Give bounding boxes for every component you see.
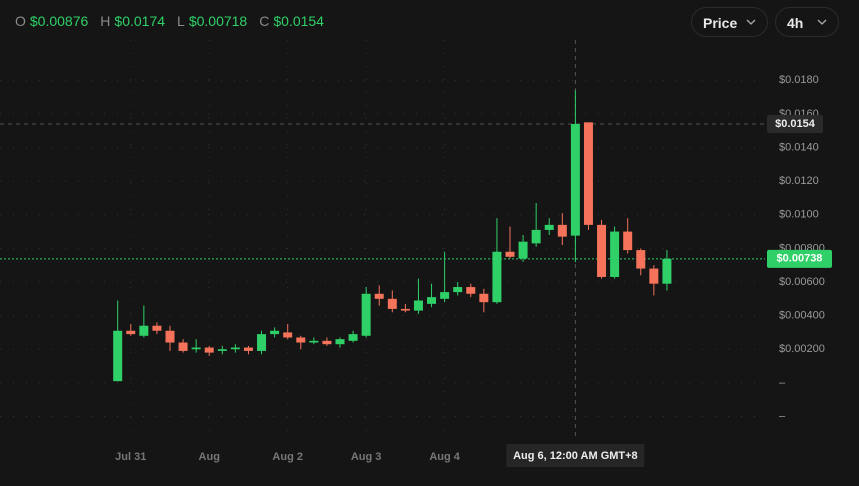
crosshair-price-badge: $0.0154 (767, 115, 823, 134)
chevron (817, 19, 827, 25)
candle-body (400, 308, 410, 311)
candle-body (531, 229, 541, 244)
candle-body (610, 231, 620, 277)
candle-body (466, 287, 476, 294)
candle-body (243, 347, 253, 351)
candle-body (505, 251, 515, 257)
candle-body (283, 332, 293, 338)
candle-body (217, 349, 227, 351)
candle-body (413, 300, 423, 311)
candle-body (583, 122, 593, 225)
candle-body (492, 251, 502, 303)
badge-label: $0.00738 (777, 253, 823, 265)
y-tick-label: $0.0140 (779, 141, 819, 153)
candle-body (557, 224, 567, 237)
candle-body (623, 231, 633, 251)
y-tick-label: $0.00200 (779, 343, 825, 355)
y-tick-label: $0.00400 (779, 310, 825, 322)
candle-body (322, 340, 332, 345)
candle-body (636, 250, 646, 269)
candle-body (204, 347, 214, 353)
ohlc-value: $0.0154 (273, 13, 324, 29)
badge-bg (767, 249, 832, 268)
ohlc-label: O (15, 13, 26, 29)
candle-body (126, 330, 136, 335)
x-tick-label: Aug 4 (429, 451, 460, 463)
candle-body (113, 330, 123, 382)
last-price-badge: $0.00738 (767, 249, 832, 268)
candle-body (270, 330, 280, 335)
crosshair-time-badge: Aug 6, 12:00 AM GMT+8 (506, 444, 645, 467)
candle-body (230, 347, 240, 350)
ohlc-value: $0.00718 (188, 13, 248, 29)
y-tick-label: $0.00600 (779, 276, 825, 288)
candle-body (662, 258, 672, 284)
candle-body (152, 325, 162, 331)
candle-body (440, 292, 450, 299)
ohlc-label: L (177, 13, 185, 29)
candle-body (165, 330, 175, 343)
candle-body (309, 340, 319, 343)
candle-body (597, 224, 607, 277)
y-tick-label: $0.0120 (779, 175, 819, 187)
candle-body (348, 334, 358, 341)
x-tick-label: Aug 2 (272, 451, 303, 463)
candle-body (518, 241, 528, 259)
candle-body (296, 337, 306, 343)
candle-body (479, 293, 489, 303)
y-tick-label: – (779, 377, 786, 389)
candle-body (387, 298, 397, 309)
chevron (746, 19, 756, 25)
x-tick-label: Jul 31 (115, 451, 146, 463)
candle-body (191, 347, 201, 350)
candle-body (257, 334, 267, 351)
dropdown-label: Price (703, 15, 738, 31)
ohlc-label: C (259, 13, 270, 29)
candle-body (570, 124, 580, 236)
candle-body (427, 297, 437, 304)
ohlc-value: $0.0174 (114, 13, 166, 29)
x-tick-label: Aug (199, 451, 220, 463)
candle-body (649, 268, 659, 284)
interval-dropdown[interactable]: 4h (775, 7, 839, 37)
dropdown-label: 4h (787, 15, 804, 31)
y-tick-label: – (779, 410, 786, 422)
y-tick-label: $0.0100 (779, 209, 819, 221)
badge-label: $0.0154 (775, 118, 816, 130)
badge-bg (506, 444, 645, 467)
ohlc-label: H (100, 13, 111, 29)
candle-body (361, 293, 371, 336)
candle-body (335, 339, 345, 345)
candle-body (178, 342, 188, 351)
price-dropdown[interactable]: Price (691, 7, 768, 37)
ohlc-value: $0.00876 (29, 13, 89, 29)
candle-body (453, 287, 463, 293)
candle-body (374, 293, 384, 299)
y-tick-label: $0.0180 (779, 74, 819, 86)
x-tick-label: Aug 3 (351, 451, 382, 463)
candle-body (544, 224, 554, 230)
badge-label: Aug 6, 12:00 AM GMT+8 (513, 450, 638, 462)
candle-body (139, 325, 149, 336)
badge-bg (767, 115, 823, 134)
ohlc-header: O $0.00876 H $0.0174 L $0.00718 C $0.0154 (15, 13, 336, 29)
